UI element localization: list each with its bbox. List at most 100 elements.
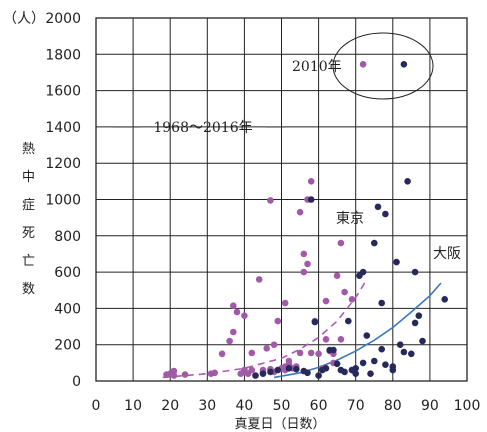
data-point-s1-23 (359, 359, 367, 367)
data-point-s0-23 (267, 197, 274, 204)
highlight-annotation: 2010年 (292, 32, 434, 100)
y-axis-title: 熱中症死亡数 (22, 142, 35, 297)
x-tick-label-1: 10 (124, 398, 142, 414)
data-point-s1-32 (382, 210, 389, 218)
data-point-s0-56 (348, 296, 356, 303)
trend-line-series-0 (162, 278, 368, 379)
trend-lines (162, 278, 442, 379)
data-point-s1-26 (367, 370, 374, 378)
data-point-s1-31 (378, 299, 386, 307)
series-label-tokyo: 東京 (336, 211, 364, 227)
x-tick-label-2: 20 (161, 398, 179, 414)
data-point-s1-33 (382, 361, 389, 369)
data-point-s0-36 (296, 208, 304, 216)
data-point-s0-42 (307, 178, 315, 185)
plot-frame (95, 17, 468, 382)
data-point-s1-7 (304, 369, 311, 377)
data-point-s1-25 (363, 332, 371, 339)
data-point-s0-52 (333, 272, 341, 280)
data-point-s1-39 (400, 61, 408, 68)
y-tick-label-2: 400 (54, 301, 81, 317)
data-point-s1-44 (415, 312, 423, 320)
y-tick-label-7: 1400 (45, 120, 81, 136)
y-tick-label-6: 1200 (45, 156, 81, 172)
data-point-s1-38 (400, 348, 408, 356)
data-point-s1-36 (393, 258, 400, 266)
data-point-s0-6 (211, 369, 218, 377)
data-point-s1-43 (411, 319, 419, 327)
data-point-s1-29 (374, 203, 382, 211)
data-point-s1-9 (311, 318, 319, 326)
data-point-s1-2 (267, 368, 274, 376)
data-point-s1-41 (408, 350, 415, 358)
data-points (163, 61, 449, 379)
data-point-s1-12 (322, 365, 330, 372)
data-point-s1-0 (252, 372, 259, 379)
y-tick-label-0: 0 (72, 374, 81, 390)
trend-line-series-1 (273, 282, 442, 379)
data-point-s0-33 (285, 357, 293, 365)
data-point-s1-3 (274, 366, 282, 374)
data-point-s1-27 (371, 239, 378, 247)
data-point-s0-25 (270, 341, 278, 349)
data-point-s0-10 (230, 302, 237, 310)
data-point-s1-37 (396, 341, 404, 349)
highlight-label: 2010年 (292, 59, 342, 75)
data-point-s0-27 (274, 317, 282, 325)
data-point-s1-40 (404, 178, 411, 185)
period-annotation: 1968～2016年 (113, 120, 285, 136)
x-tick-label-10: 100 (454, 398, 481, 414)
y-tick-labels: 0 200 400 600 800 1000 1200 1400 1600 1800 2000 (45, 11, 81, 390)
data-point-s0-9 (230, 328, 237, 336)
data-point-s0-22 (263, 345, 271, 352)
data-point-s1-45 (419, 337, 426, 345)
grid-lines (95, 17, 468, 382)
data-point-s0-15 (241, 312, 248, 320)
data-point-s0-54 (337, 336, 345, 343)
data-point-s0-45 (315, 350, 322, 358)
data-point-s1-28 (371, 357, 378, 365)
data-point-s0-55 (341, 288, 348, 296)
data-point-s0-38 (300, 250, 308, 258)
y-tick-label-8: 1600 (45, 84, 81, 100)
data-point-s1-15 (333, 360, 341, 368)
plot-border (95, 17, 468, 382)
data-point-s0-53 (337, 239, 345, 247)
y-tick-label-9: 1800 (45, 47, 81, 63)
x-axis-title: 真夏日（日数） (234, 417, 325, 432)
y-tick-label-10: 2000 (45, 11, 81, 27)
data-point-s0-37 (296, 349, 304, 357)
x-tick-label-0: 0 (92, 398, 101, 414)
data-point-s1-21 (352, 365, 360, 372)
data-point-s0-19 (255, 276, 263, 283)
x-tick-label-7: 70 (347, 398, 365, 414)
x-tick-label-3: 30 (198, 398, 216, 414)
data-point-s0-18 (248, 349, 256, 357)
y-tick-label-3: 600 (54, 265, 81, 281)
data-point-s1-20 (352, 370, 360, 378)
data-point-s0-30 (281, 299, 289, 307)
data-point-s1-5 (293, 365, 300, 373)
data-point-s1-8 (307, 196, 315, 203)
data-point-s1-24 (359, 268, 367, 276)
x-tick-label-4: 40 (235, 398, 253, 414)
x-tick-label-5: 50 (273, 398, 291, 414)
data-point-s1-42 (411, 268, 419, 276)
data-point-s1-17 (341, 368, 348, 376)
data-point-s0-47 (322, 297, 330, 305)
y-tick-label-4: 800 (54, 229, 81, 245)
data-point-s0-11 (233, 308, 241, 316)
data-point-s1-4 (285, 365, 293, 372)
data-point-s0-48 (322, 336, 330, 343)
y-unit-label: （人） (3, 11, 45, 27)
data-point-s0-3 (170, 372, 178, 379)
data-point-s1-1 (259, 370, 267, 378)
data-point-s1-18 (345, 317, 352, 325)
data-point-s0-8 (226, 337, 233, 345)
data-point-s1-46 (441, 296, 449, 303)
data-point-s1-30 (378, 345, 386, 353)
x-tick-label-9: 90 (421, 398, 439, 414)
data-point-s0-2 (170, 367, 178, 375)
